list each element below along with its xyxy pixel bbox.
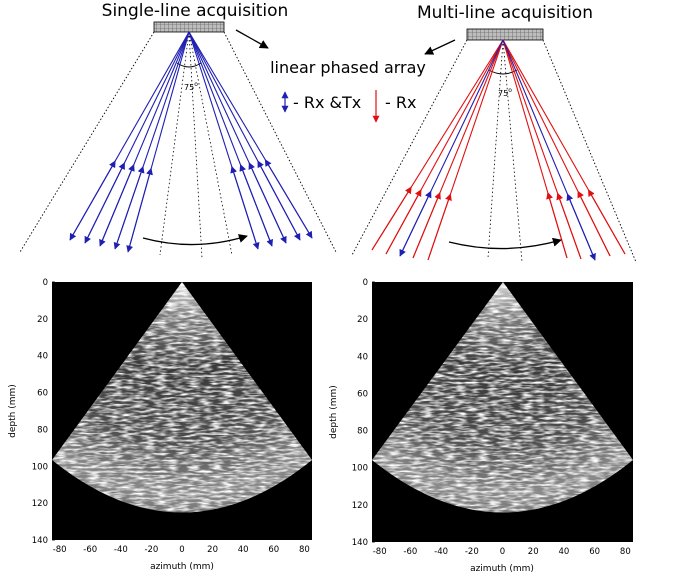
y-tick-label: 120 bbox=[352, 501, 368, 511]
sector-boundary-left bbox=[19, 31, 337, 253]
scan-lines-left bbox=[159, 31, 233, 259]
single-line-title: Single-line acquisition bbox=[102, 1, 289, 21]
y-axis-label-right: depth (mm) bbox=[329, 385, 339, 439]
x-tick-label: 60 bbox=[268, 545, 279, 555]
rx-beam-arrow bbox=[587, 189, 626, 255]
y-tick-label: 20 bbox=[37, 315, 48, 325]
rx-tx-legend-label: - Rx &Tx bbox=[293, 93, 361, 112]
x-tick-label: -20 bbox=[465, 547, 479, 557]
x-tick-label: 20 bbox=[207, 545, 218, 555]
rx-tx-beam-return bbox=[264, 159, 313, 239]
y-axis-label-left: depth (mm) bbox=[8, 384, 18, 438]
array-label: linear phased array bbox=[270, 58, 426, 77]
rx-tx-beams-left bbox=[69, 31, 313, 253]
rx-tx-beam-return bbox=[69, 160, 116, 241]
y-tick-label: 40 bbox=[37, 352, 48, 362]
rx-beam-arrow bbox=[577, 190, 611, 257]
sector-boundary-right bbox=[351, 39, 637, 263]
x-tick-label: 0 bbox=[500, 547, 505, 557]
phased-array-right bbox=[466, 28, 544, 41]
x-axis-label-right: azimuth (mm) bbox=[470, 564, 534, 574]
y-tick-label: 140 bbox=[32, 536, 48, 546]
x-tick-label: 0 bbox=[179, 545, 184, 555]
x-tick-label: -60 bbox=[403, 547, 417, 557]
phased-array-left bbox=[153, 21, 225, 33]
x-axis-label-left: azimuth (mm) bbox=[150, 562, 214, 572]
rx-tx-beam-return bbox=[566, 193, 596, 261]
rx-beam-arrow bbox=[546, 191, 568, 259]
x-tick-label: 20 bbox=[528, 547, 539, 557]
x-tick-label: 80 bbox=[299, 545, 310, 555]
y-tick-label: 100 bbox=[352, 464, 368, 474]
y-tick-label: 60 bbox=[357, 389, 368, 399]
image-axes-right: -80 -60 -40 -20 0 20 40 60 80 0 20 40 60 80 100 120 140 bbox=[352, 278, 631, 557]
angle-label-right: 75o bbox=[498, 87, 512, 98]
rx-tx-beam-return bbox=[239, 164, 273, 247]
x-tick-label: 40 bbox=[238, 545, 249, 555]
y-tick-label: 140 bbox=[352, 538, 368, 548]
x-tick-label: -80 bbox=[373, 547, 387, 557]
rx-tx-beam-return bbox=[84, 162, 126, 244]
rx-beam-arrow bbox=[385, 189, 422, 255]
ultrasound-image-right: -80 -60 -40 -20 0 20 40 60 80020406080100120140 … bbox=[329, 278, 633, 574]
y-tick-label: 120 bbox=[32, 499, 48, 509]
sweep-arrow-right bbox=[448, 237, 562, 250]
ultrasound-image-left: -80 -60 -40 -20 0 20 40 60 80020406080100120140 … bbox=[8, 278, 312, 572]
x-tick-label: 60 bbox=[589, 547, 600, 557]
y-tick-label: 0 bbox=[363, 278, 368, 288]
y-tick-label: 40 bbox=[357, 352, 368, 362]
x-tick-label: -80 bbox=[53, 545, 67, 555]
rx-tx-beam-return bbox=[230, 165, 259, 250]
x-tick-label: -60 bbox=[83, 545, 97, 555]
rx-tx-beam-return bbox=[257, 160, 301, 241]
rx-legend-label: - Rx bbox=[385, 93, 416, 112]
x-tick-label: -20 bbox=[144, 545, 158, 555]
rx-beam-arrow bbox=[412, 191, 441, 259]
multi-line-beams bbox=[371, 39, 626, 261]
scan-lines-right bbox=[487, 39, 523, 263]
y-tick-label: 80 bbox=[37, 425, 48, 435]
image-axes-left: -80 -60 -40 -20 0 20 40 60 80 0 20 40 60 80 100 120 140 bbox=[32, 278, 310, 555]
angle-label-left: 75o bbox=[184, 81, 198, 92]
y-tick-label: 80 bbox=[357, 427, 368, 437]
rx-tx-beam-return bbox=[114, 165, 145, 250]
rx-beam-arrow bbox=[371, 186, 412, 251]
rx-beam-arrow bbox=[427, 193, 452, 261]
rx-beam-arrow bbox=[556, 192, 582, 260]
array-pointer-right bbox=[424, 39, 456, 55]
legend: - Rx &Tx - Rx bbox=[281, 90, 416, 123]
sweep-arrow-left bbox=[142, 234, 248, 246]
array-pointer-left bbox=[235, 29, 269, 49]
single-line-diagram: Single-line acquisition 75o bbox=[19, 1, 337, 259]
rx-tx-beam-return bbox=[127, 167, 153, 253]
x-tick-label: 40 bbox=[558, 547, 569, 557]
y-tick-label: 100 bbox=[32, 462, 48, 472]
x-tick-label: -40 bbox=[434, 547, 448, 557]
x-tick-label: 80 bbox=[620, 547, 631, 557]
multi-line-title: Multi-line acquisition bbox=[417, 3, 593, 23]
rx-tx-beam-return bbox=[99, 164, 135, 247]
rx-tx-beam-return bbox=[399, 190, 432, 257]
y-tick-label: 0 bbox=[43, 278, 48, 288]
y-tick-label: 20 bbox=[357, 315, 368, 325]
rx-tx-beam-return bbox=[248, 162, 287, 244]
y-tick-label: 60 bbox=[37, 389, 48, 399]
x-tick-label: -40 bbox=[114, 545, 128, 555]
multi-line-diagram: Multi-line acquisition 75o bbox=[351, 3, 637, 263]
